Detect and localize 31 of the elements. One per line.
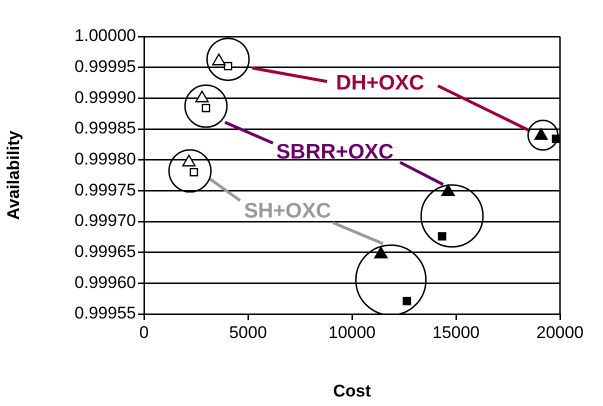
y-tick-label: 0.99995 bbox=[74, 57, 136, 76]
point bbox=[438, 232, 446, 240]
series-label: SH+OXC bbox=[244, 199, 331, 222]
point bbox=[224, 62, 232, 70]
point bbox=[195, 90, 209, 102]
y-tick-label: 0.99975 bbox=[74, 180, 136, 200]
point bbox=[190, 168, 198, 176]
y-tick-label: 0.99980 bbox=[74, 150, 136, 169]
point bbox=[374, 246, 388, 258]
x-tick-label: 20000 bbox=[536, 322, 584, 342]
x-tick-label: 0 bbox=[139, 322, 149, 342]
x-tick-label: 5000 bbox=[229, 322, 267, 342]
x-axis-title: Cost bbox=[333, 381, 372, 400]
y-tick-label: 1.00000 bbox=[74, 26, 136, 46]
point bbox=[182, 154, 196, 166]
x-tick-label: 15000 bbox=[432, 322, 480, 342]
y-tick-label: 0.99960 bbox=[74, 272, 136, 292]
point bbox=[441, 184, 455, 196]
y-tick-label: 0.99965 bbox=[74, 242, 136, 262]
point bbox=[552, 134, 560, 144]
series-label: DH+OXC bbox=[336, 71, 424, 94]
y-tick-label: 0.99955 bbox=[74, 304, 136, 323]
x-tick-label: 10000 bbox=[328, 322, 376, 342]
series-label: SBRR+OXC bbox=[276, 140, 394, 164]
point bbox=[402, 296, 412, 306]
y-tick-label: 0.99990 bbox=[74, 88, 136, 107]
y-tick-label: 0.99970 bbox=[74, 211, 136, 230]
point bbox=[212, 54, 226, 66]
point bbox=[202, 104, 210, 112]
y-axis-title: Availability bbox=[4, 130, 23, 220]
y-tick-label: 0.99985 bbox=[74, 118, 136, 138]
